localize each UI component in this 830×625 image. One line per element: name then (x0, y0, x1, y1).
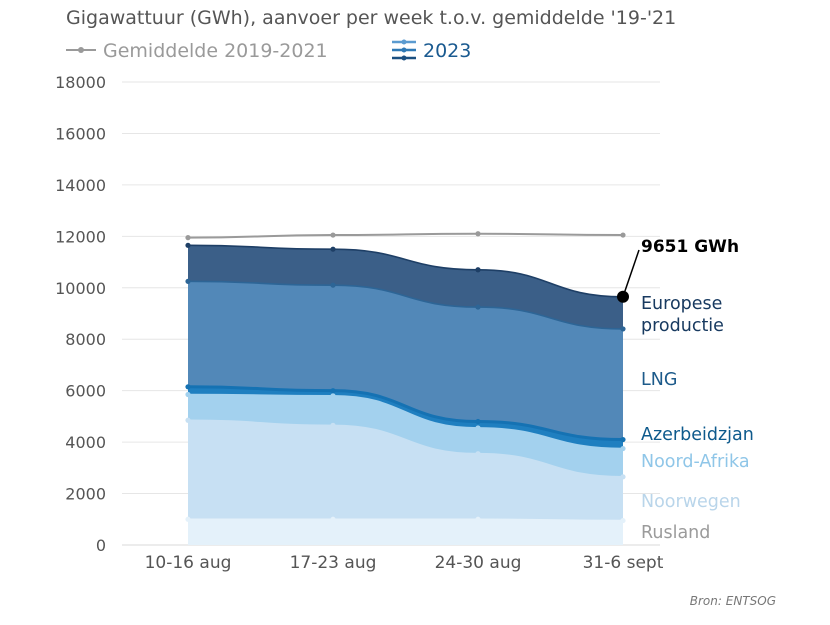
data-point (185, 384, 191, 390)
x-tick-label: 24-30 aug (435, 553, 522, 573)
data-point (185, 242, 191, 248)
series-label-europese-productie: productie (641, 316, 724, 336)
series-line (187, 393, 624, 450)
series-label-europese-productie: Europese (641, 294, 722, 314)
y-tick-label: 12000 (55, 227, 106, 246)
data-point (475, 425, 481, 431)
x-tick-label: 31-6 sept (583, 553, 664, 573)
series-line (188, 518, 624, 522)
area-europese-productie (188, 245, 623, 329)
legend-item-2023: 2023 (392, 39, 471, 62)
series-label-lng: LNG (641, 370, 677, 390)
data-point (330, 388, 336, 394)
y-tick-label: 6000 (65, 382, 106, 401)
series-line (187, 419, 624, 478)
data-point (620, 517, 626, 524)
series-lines (185, 242, 626, 524)
callout-marker (617, 290, 629, 303)
data-point (330, 422, 336, 428)
data-point (185, 278, 191, 284)
y-tick-label: 8000 (65, 330, 106, 349)
data-point (330, 282, 336, 288)
series-line (187, 385, 624, 442)
y-tick-label: 0 (96, 536, 106, 555)
series-label-noord-afrika: Noord-Afrika (641, 452, 750, 472)
area-noord-afrika (188, 394, 623, 477)
callout-leader-line (622, 249, 640, 298)
y-axis: 0 2000 4000 6000 8000 10000 12000 14000 16000 180… (55, 73, 106, 555)
data-point (620, 445, 626, 452)
source-note: Bron: ENTSOG (690, 594, 776, 608)
x-axis: 10-16 aug 17-23 aug 24-30 aug 31-6 sept (145, 553, 664, 573)
y-tick-label: 2000 (65, 485, 106, 504)
data-point (475, 451, 481, 457)
average-line (185, 231, 626, 241)
legend-item-average: Gemiddelde 2019-2021 (66, 40, 328, 62)
data-point (330, 246, 336, 252)
data-point (620, 326, 626, 332)
area-lng (188, 281, 623, 440)
data-point (475, 267, 481, 273)
average-series-line (187, 232, 624, 239)
callout: 9651 GWh (617, 237, 739, 303)
data-point (475, 418, 481, 425)
area-noorwegen (188, 420, 623, 521)
x-tick-label: 17-23 aug (290, 553, 377, 573)
average-data-point (475, 231, 481, 237)
data-point (185, 417, 191, 423)
series-line (187, 244, 624, 298)
data-point (185, 391, 191, 398)
series-label-rusland: Rusland (641, 523, 710, 543)
x-tick-label: 10-16 aug (145, 553, 232, 573)
average-data-point (620, 232, 626, 238)
y-tick-label: 10000 (55, 279, 106, 298)
y-tick-label: 14000 (55, 176, 106, 195)
average-data-point (185, 235, 191, 241)
area-rusland (188, 519, 623, 545)
data-point (475, 516, 481, 522)
legend-label-2023: 2023 (423, 40, 471, 62)
area-azerbeidzjan (188, 386, 623, 449)
series-label-azerbeidzjan: Azerbeidzjan (641, 425, 754, 445)
data-point (330, 516, 336, 522)
legend: Gemiddelde 2019-2021 2023 (66, 39, 471, 62)
series-line (187, 280, 624, 330)
series-labels: Rusland Noorwegen Noord-Afrika Azerbeidzjan… (641, 294, 754, 543)
data-point (620, 474, 626, 480)
chart-title: Gigawattuur (GWh), aanvoer per week t.o.… (66, 7, 676, 29)
data-point (330, 393, 336, 399)
data-point (185, 516, 191, 522)
legend-average-dot-icon (78, 47, 84, 53)
average-data-point (330, 232, 336, 238)
stacked-lines-icon (392, 39, 416, 61)
y-tick-label: 4000 (65, 433, 106, 452)
stacked-areas (188, 245, 623, 545)
series-label-noorwegen: Noorwegen (641, 492, 741, 512)
legend-label-average: Gemiddelde 2019-2021 (103, 40, 328, 62)
data-point (475, 304, 481, 310)
data-point (620, 436, 626, 443)
callout-label: 9651 GWh (641, 237, 739, 257)
y-tick-label: 18000 (55, 73, 106, 92)
y-tick-label: 16000 (55, 124, 106, 143)
